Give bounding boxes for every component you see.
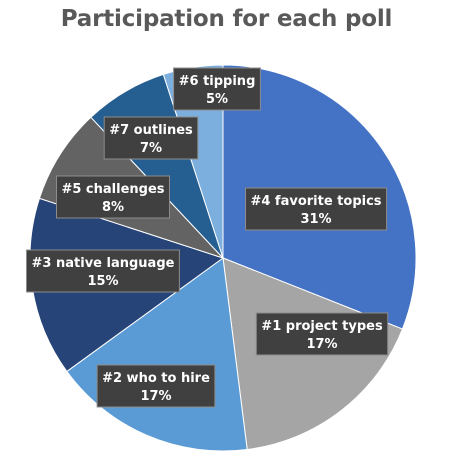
data-label-category: #2 who to hire — [102, 371, 210, 386]
data-label-1: #4 favorite topics 31% — [245, 187, 388, 231]
data-label-4: #3 native language 15% — [26, 249, 180, 293]
data-label-category: #4 favorite topics — [250, 194, 381, 209]
data-label-2: #1 project types 17% — [255, 312, 389, 356]
data-label-value: 31% — [300, 212, 331, 227]
data-label-6: #7 outlines 7% — [103, 116, 199, 160]
data-label-7: #6 tipping 5% — [173, 67, 261, 111]
pie-labels: #4 favorite topics 31% #1 project types 17%… — [26, 67, 389, 408]
data-label-5: #5 challenges 8% — [56, 175, 170, 219]
data-label-box — [56, 175, 170, 219]
data-label-value: 8% — [102, 200, 124, 215]
data-label-category: #7 outlines — [109, 123, 193, 138]
data-label-value: 7% — [140, 141, 162, 156]
data-label-category: #5 challenges — [61, 182, 164, 197]
data-label-value: 5% — [206, 92, 228, 107]
data-label-box — [96, 364, 216, 408]
data-label-category: #1 project types — [261, 319, 383, 334]
data-label-value: 15% — [87, 274, 118, 289]
data-label-box — [255, 312, 389, 356]
data-label-value: 17% — [140, 389, 171, 404]
data-label-value: 17% — [306, 337, 337, 352]
data-label-box — [26, 249, 180, 293]
data-label-category: #3 native language — [32, 256, 175, 271]
chart-title: Participation for each poll — [60, 6, 393, 32]
pie-slice-7 — [162, 64, 224, 259]
data-label-box — [245, 187, 388, 231]
data-label-box — [103, 116, 199, 160]
data-label-3: #2 who to hire 17% — [96, 364, 216, 408]
data-label-box — [173, 67, 261, 111]
data-label-category: #6 tipping — [179, 74, 256, 89]
